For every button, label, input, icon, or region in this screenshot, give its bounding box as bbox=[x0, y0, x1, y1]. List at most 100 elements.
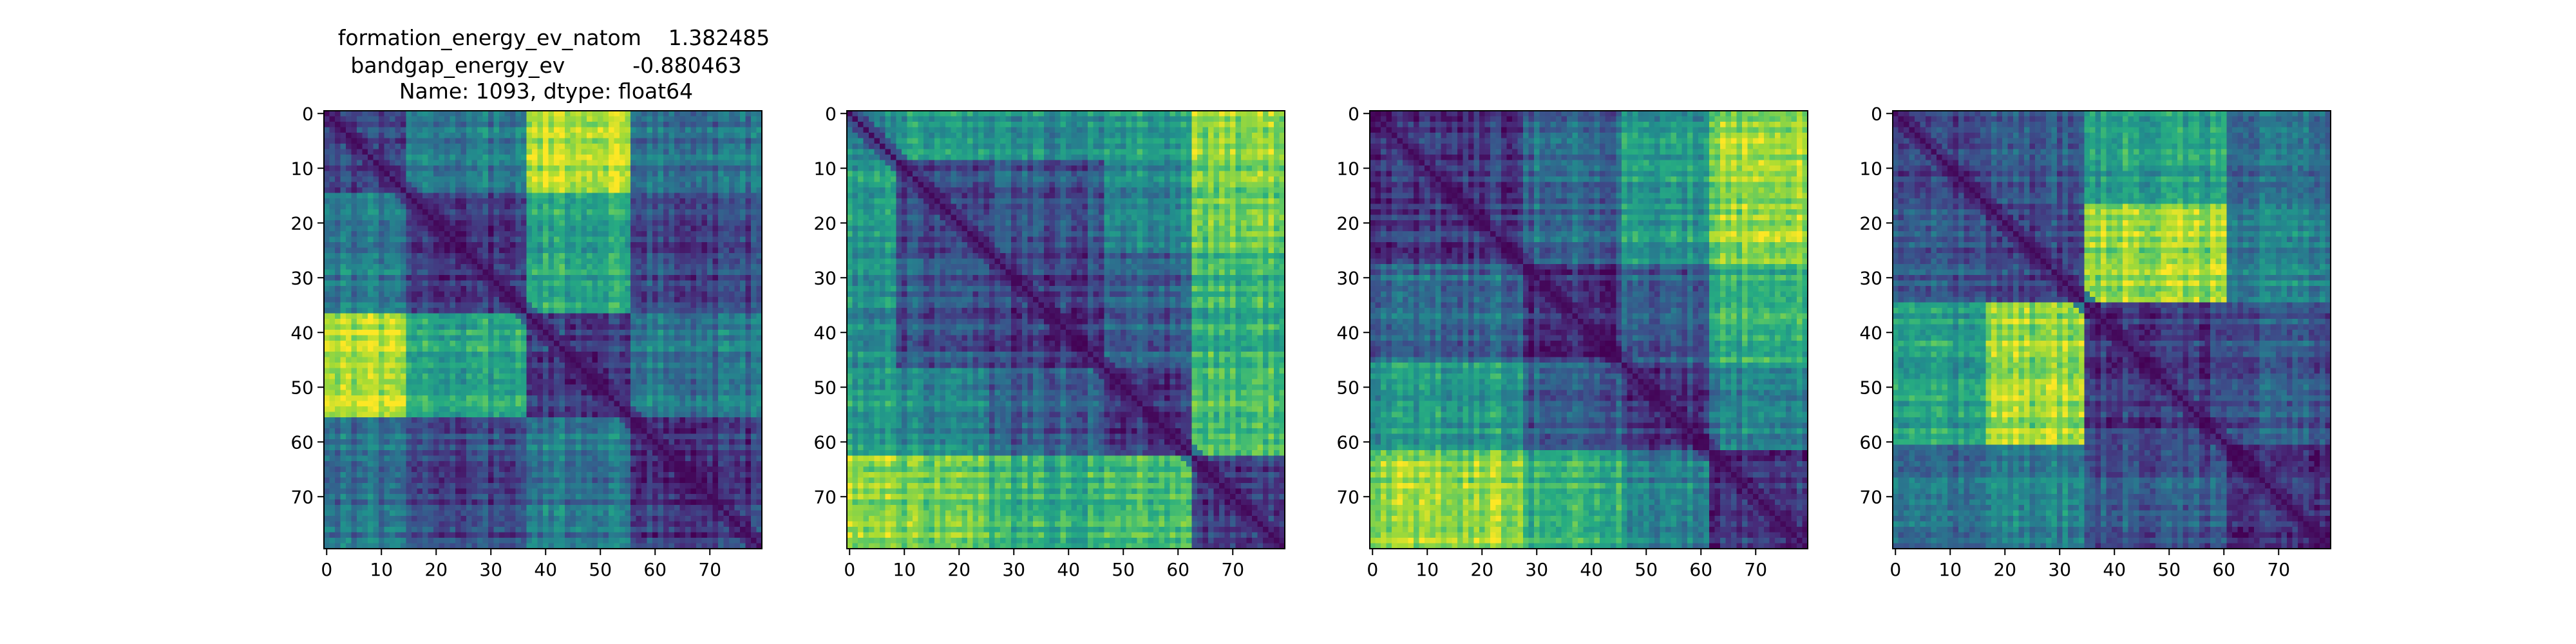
heatmap-cell bbox=[341, 242, 346, 248]
heatmap-cell bbox=[685, 434, 691, 440]
heatmap-cell bbox=[543, 292, 549, 298]
heatmap-cell bbox=[472, 352, 478, 357]
heatmap-cell bbox=[718, 144, 724, 149]
heatmap-cell bbox=[538, 204, 544, 210]
heatmap-cell bbox=[658, 166, 664, 171]
heatmap-cell bbox=[505, 270, 511, 276]
heatmap-cell bbox=[636, 198, 642, 204]
heatmap-cell bbox=[729, 401, 735, 407]
heatmap-cell bbox=[669, 220, 675, 226]
heatmap-cell bbox=[472, 374, 478, 379]
heatmap-cell bbox=[598, 253, 603, 259]
heatmap-cell bbox=[483, 352, 489, 357]
heatmap-cell bbox=[576, 160, 582, 166]
heatmap-cell bbox=[324, 412, 330, 418]
heatmap-cell bbox=[652, 363, 658, 368]
heatmap-cell bbox=[428, 215, 434, 221]
heatmap-cell bbox=[630, 128, 636, 133]
heatmap-cell bbox=[658, 439, 664, 445]
heatmap-cell bbox=[669, 253, 675, 259]
heatmap-cell bbox=[433, 133, 439, 138]
heatmap-cell bbox=[477, 374, 483, 379]
heatmap-cell bbox=[324, 160, 330, 166]
heatmap-cell bbox=[674, 281, 680, 287]
heatmap-cell bbox=[521, 259, 527, 265]
heatmap-cell bbox=[379, 155, 384, 160]
heatmap-cell bbox=[603, 330, 609, 336]
heatmap-cell bbox=[527, 357, 533, 363]
heatmap-cell bbox=[592, 406, 598, 412]
heatmap-cell bbox=[422, 412, 428, 418]
heatmap-cell bbox=[680, 384, 686, 390]
heatmap-cell bbox=[663, 111, 669, 117]
heatmap-cell bbox=[729, 417, 735, 423]
heatmap-cell bbox=[357, 138, 363, 144]
heatmap-cell bbox=[494, 138, 500, 144]
heatmap-cell bbox=[571, 352, 576, 357]
heatmap-cell bbox=[324, 308, 330, 314]
heatmap-cell bbox=[510, 259, 516, 265]
heatmap-cell bbox=[472, 319, 478, 325]
heatmap-cell bbox=[330, 330, 336, 336]
heatmap-cell bbox=[477, 275, 483, 281]
heatmap-cell bbox=[582, 166, 587, 171]
heatmap-cell bbox=[335, 160, 341, 166]
heatmap-cell bbox=[422, 303, 428, 308]
heatmap-cell bbox=[538, 390, 544, 396]
heatmap-cell bbox=[346, 226, 352, 232]
heatmap-cell bbox=[713, 171, 719, 177]
heatmap-cell bbox=[527, 395, 533, 401]
heatmap-cell bbox=[516, 303, 522, 308]
heatmap-cell bbox=[395, 264, 401, 270]
heatmap-cell bbox=[691, 341, 697, 346]
heatmap-cell bbox=[647, 379, 653, 385]
heatmap-cell bbox=[663, 204, 669, 210]
heatmap-cell bbox=[422, 379, 428, 385]
heatmap-cell bbox=[422, 450, 428, 456]
heatmap-cell bbox=[341, 379, 346, 385]
heatmap-cell bbox=[357, 297, 363, 303]
heatmap-cell bbox=[341, 259, 346, 265]
heatmap-cell bbox=[412, 346, 417, 352]
heatmap-cell bbox=[412, 428, 417, 434]
heatmap-cell bbox=[488, 160, 494, 166]
heatmap-cell bbox=[641, 319, 647, 325]
heatmap-cell bbox=[363, 166, 368, 171]
heatmap-cell bbox=[521, 445, 527, 451]
heatmap-cell bbox=[598, 297, 603, 303]
heatmap-cell bbox=[636, 336, 642, 341]
heatmap-cell bbox=[352, 390, 357, 396]
heatmap-cell bbox=[521, 160, 527, 166]
heatmap-cell bbox=[707, 445, 713, 451]
heatmap-cell bbox=[735, 319, 741, 325]
heatmap-cell bbox=[412, 286, 417, 292]
heatmap-cell bbox=[647, 428, 653, 434]
heatmap-cell bbox=[674, 215, 680, 221]
heatmap-cell bbox=[527, 171, 533, 177]
heatmap-cell bbox=[609, 412, 614, 418]
heatmap-cell bbox=[444, 138, 450, 144]
heatmap-cell bbox=[674, 275, 680, 281]
heatmap-cell bbox=[565, 395, 571, 401]
heatmap-cell bbox=[538, 215, 544, 221]
heatmap-cell bbox=[713, 237, 719, 243]
heatmap-cell bbox=[652, 281, 658, 287]
heatmap-cell bbox=[538, 155, 544, 160]
heatmap-cell bbox=[543, 308, 549, 314]
heatmap-cell bbox=[680, 220, 686, 226]
heatmap-cell bbox=[428, 363, 434, 368]
heatmap-cell bbox=[740, 346, 746, 352]
heatmap-cell bbox=[658, 215, 664, 221]
heatmap-cell bbox=[554, 128, 560, 133]
heatmap-cell bbox=[713, 166, 719, 171]
heatmap-cell bbox=[713, 308, 719, 314]
heatmap-cell bbox=[527, 270, 533, 276]
heatmap-cell bbox=[379, 292, 384, 298]
heatmap-cell bbox=[422, 390, 428, 396]
heatmap-cell bbox=[582, 198, 587, 204]
heatmap-cell bbox=[713, 445, 719, 451]
heatmap-cell bbox=[614, 111, 620, 117]
heatmap-cell bbox=[532, 231, 538, 237]
heatmap-cell bbox=[341, 319, 346, 325]
heatmap-cell bbox=[630, 395, 636, 401]
